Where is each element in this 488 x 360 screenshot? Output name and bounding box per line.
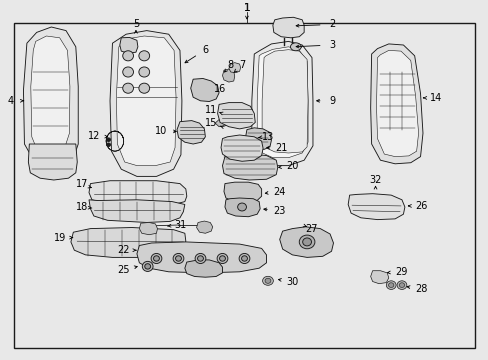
Polygon shape (110, 31, 182, 176)
Ellipse shape (122, 51, 133, 61)
Polygon shape (228, 63, 240, 73)
Polygon shape (370, 44, 422, 164)
Text: 31: 31 (173, 220, 186, 230)
Polygon shape (120, 37, 138, 53)
Text: 27: 27 (305, 224, 318, 234)
Text: 21: 21 (274, 143, 287, 153)
Ellipse shape (175, 256, 181, 261)
Ellipse shape (386, 281, 395, 289)
Text: 5: 5 (133, 19, 139, 30)
Ellipse shape (264, 278, 270, 283)
Ellipse shape (241, 256, 247, 261)
Polygon shape (262, 50, 307, 153)
Ellipse shape (219, 256, 225, 261)
Ellipse shape (142, 261, 153, 271)
Polygon shape (28, 144, 77, 180)
Polygon shape (215, 119, 228, 127)
Ellipse shape (106, 143, 110, 147)
Polygon shape (139, 222, 157, 235)
Text: 28: 28 (414, 284, 427, 294)
Polygon shape (224, 182, 261, 202)
Ellipse shape (195, 253, 205, 264)
Text: 16: 16 (213, 84, 226, 94)
Text: 14: 14 (429, 93, 442, 103)
Ellipse shape (153, 256, 159, 261)
Text: 17: 17 (76, 179, 88, 189)
Polygon shape (190, 78, 219, 102)
Ellipse shape (122, 83, 133, 93)
Polygon shape (251, 41, 312, 166)
Text: 26: 26 (414, 201, 427, 211)
Ellipse shape (299, 235, 314, 249)
Text: 1: 1 (244, 3, 249, 13)
Text: 9: 9 (329, 96, 335, 106)
Text: 12: 12 (87, 131, 100, 141)
Polygon shape (23, 27, 78, 173)
Text: 18: 18 (76, 202, 88, 212)
Polygon shape (184, 260, 222, 277)
Ellipse shape (290, 43, 301, 51)
Polygon shape (222, 154, 277, 180)
Ellipse shape (262, 276, 273, 285)
Ellipse shape (122, 67, 133, 77)
Polygon shape (279, 227, 333, 257)
Polygon shape (272, 17, 304, 38)
Text: 30: 30 (285, 276, 298, 287)
Ellipse shape (151, 253, 162, 264)
Polygon shape (116, 36, 176, 166)
Polygon shape (71, 228, 185, 257)
Text: 29: 29 (394, 267, 407, 277)
Ellipse shape (217, 253, 227, 264)
Text: 4: 4 (8, 96, 14, 106)
Text: 2: 2 (329, 19, 335, 30)
Ellipse shape (239, 253, 249, 264)
Polygon shape (89, 200, 184, 222)
Polygon shape (31, 36, 70, 158)
Ellipse shape (139, 83, 149, 93)
Ellipse shape (173, 253, 183, 264)
Ellipse shape (106, 138, 110, 141)
Ellipse shape (197, 256, 203, 261)
Ellipse shape (302, 238, 311, 246)
Text: 20: 20 (285, 161, 298, 171)
Polygon shape (224, 198, 260, 217)
Text: 8: 8 (227, 60, 233, 70)
Ellipse shape (387, 283, 393, 288)
Polygon shape (137, 242, 266, 273)
Polygon shape (196, 221, 212, 233)
Polygon shape (245, 128, 271, 149)
Text: 15: 15 (204, 118, 217, 128)
Text: 1: 1 (243, 3, 250, 13)
Text: 11: 11 (204, 105, 217, 115)
Text: 6: 6 (202, 45, 208, 55)
Text: 22: 22 (117, 245, 129, 255)
Polygon shape (177, 121, 205, 144)
Text: 13: 13 (261, 132, 274, 142)
Text: 24: 24 (273, 186, 285, 197)
Polygon shape (376, 50, 418, 157)
Text: 25: 25 (117, 265, 129, 275)
Text: 23: 23 (273, 206, 285, 216)
Ellipse shape (398, 283, 404, 288)
Text: 10: 10 (155, 126, 167, 136)
Polygon shape (370, 271, 388, 284)
Ellipse shape (139, 51, 149, 61)
Text: 32: 32 (368, 175, 381, 185)
Polygon shape (221, 135, 263, 161)
Polygon shape (217, 103, 255, 129)
Text: 7: 7 (239, 60, 244, 70)
Text: 19: 19 (53, 233, 66, 243)
Text: 3: 3 (329, 40, 335, 50)
Polygon shape (89, 181, 186, 205)
Ellipse shape (237, 203, 246, 211)
Polygon shape (347, 194, 404, 220)
Polygon shape (222, 69, 234, 82)
Ellipse shape (396, 281, 406, 289)
Ellipse shape (139, 67, 149, 77)
Polygon shape (257, 47, 307, 158)
Ellipse shape (144, 264, 150, 269)
